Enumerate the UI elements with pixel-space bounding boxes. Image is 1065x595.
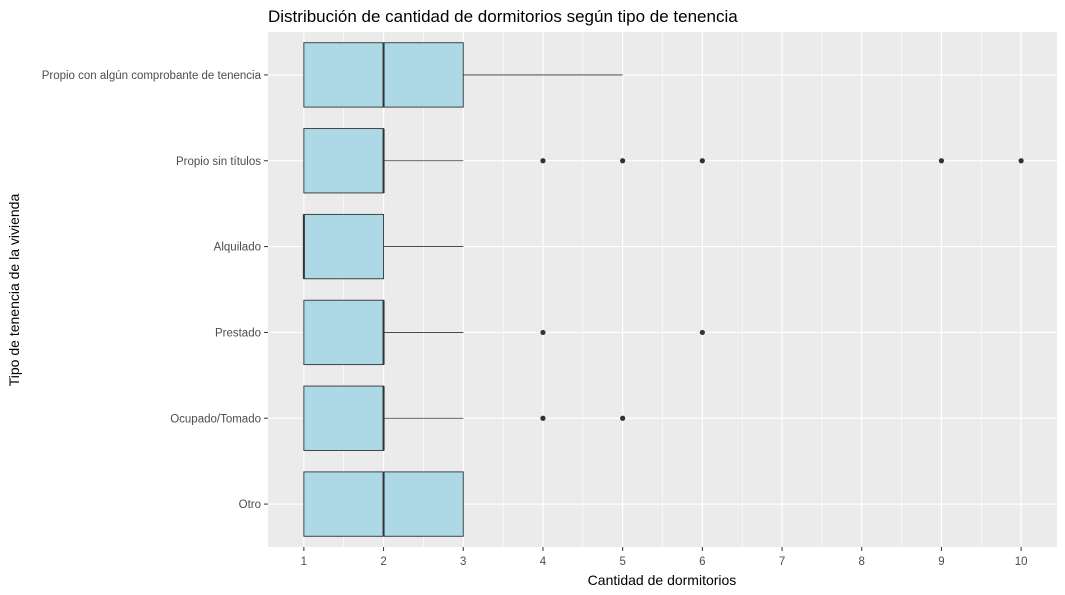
box-group xyxy=(303,128,1024,194)
outlier-point xyxy=(699,158,705,164)
x-tick-label: 7 xyxy=(779,556,785,568)
y-axis-title: Tipo de tenencia de la vivienda xyxy=(6,194,22,387)
box-group xyxy=(303,42,623,108)
x-tick-label: 4 xyxy=(540,556,547,568)
y-tick-label: Propio sin títulos xyxy=(176,156,261,168)
x-tick-label: 6 xyxy=(699,556,705,568)
box-iqr xyxy=(303,385,385,451)
box-group xyxy=(303,299,705,366)
box-group xyxy=(303,471,464,537)
y-tick-label: Otro xyxy=(239,499,261,511)
outlier-point xyxy=(1018,158,1024,164)
y-tick-label: Ocupado/Tomado xyxy=(170,413,261,425)
y-tick-label: Prestado xyxy=(215,327,261,339)
box-group xyxy=(303,385,626,451)
chart-title: Distribución de cantidad de dormitorios … xyxy=(268,7,738,26)
y-tick-label: Propio con algún comprobante de tenencia xyxy=(42,70,262,82)
x-tick-label: 8 xyxy=(859,556,865,568)
x-tick-label: 2 xyxy=(380,556,386,568)
outlier-point xyxy=(540,415,546,421)
box-iqr xyxy=(303,128,385,194)
x-tick-label: 5 xyxy=(619,556,625,568)
outlier-point xyxy=(938,158,945,164)
x-tick-label: 1 xyxy=(301,556,307,568)
outlier-point xyxy=(540,158,546,164)
x-tick-label: 3 xyxy=(460,556,466,568)
outlier-point xyxy=(620,158,626,164)
x-tick-label: 10 xyxy=(1015,556,1028,568)
x-axis-title: Cantidad de dormitorios xyxy=(588,572,737,588)
outlier-point xyxy=(540,329,546,336)
box-group xyxy=(302,213,464,280)
boxes-layer xyxy=(302,42,1024,537)
outlier-point xyxy=(699,329,705,336)
box-iqr xyxy=(303,299,385,366)
x-tick-label: 9 xyxy=(938,556,944,568)
y-axis: Propio con algún comprobante de tenencia… xyxy=(42,70,268,511)
x-axis: 1 2 3 4 5 6 7 8 9 10 xyxy=(301,547,1028,568)
box-iqr xyxy=(303,213,385,280)
outlier-point xyxy=(620,415,626,421)
y-tick-label: Alquilado xyxy=(214,242,261,254)
